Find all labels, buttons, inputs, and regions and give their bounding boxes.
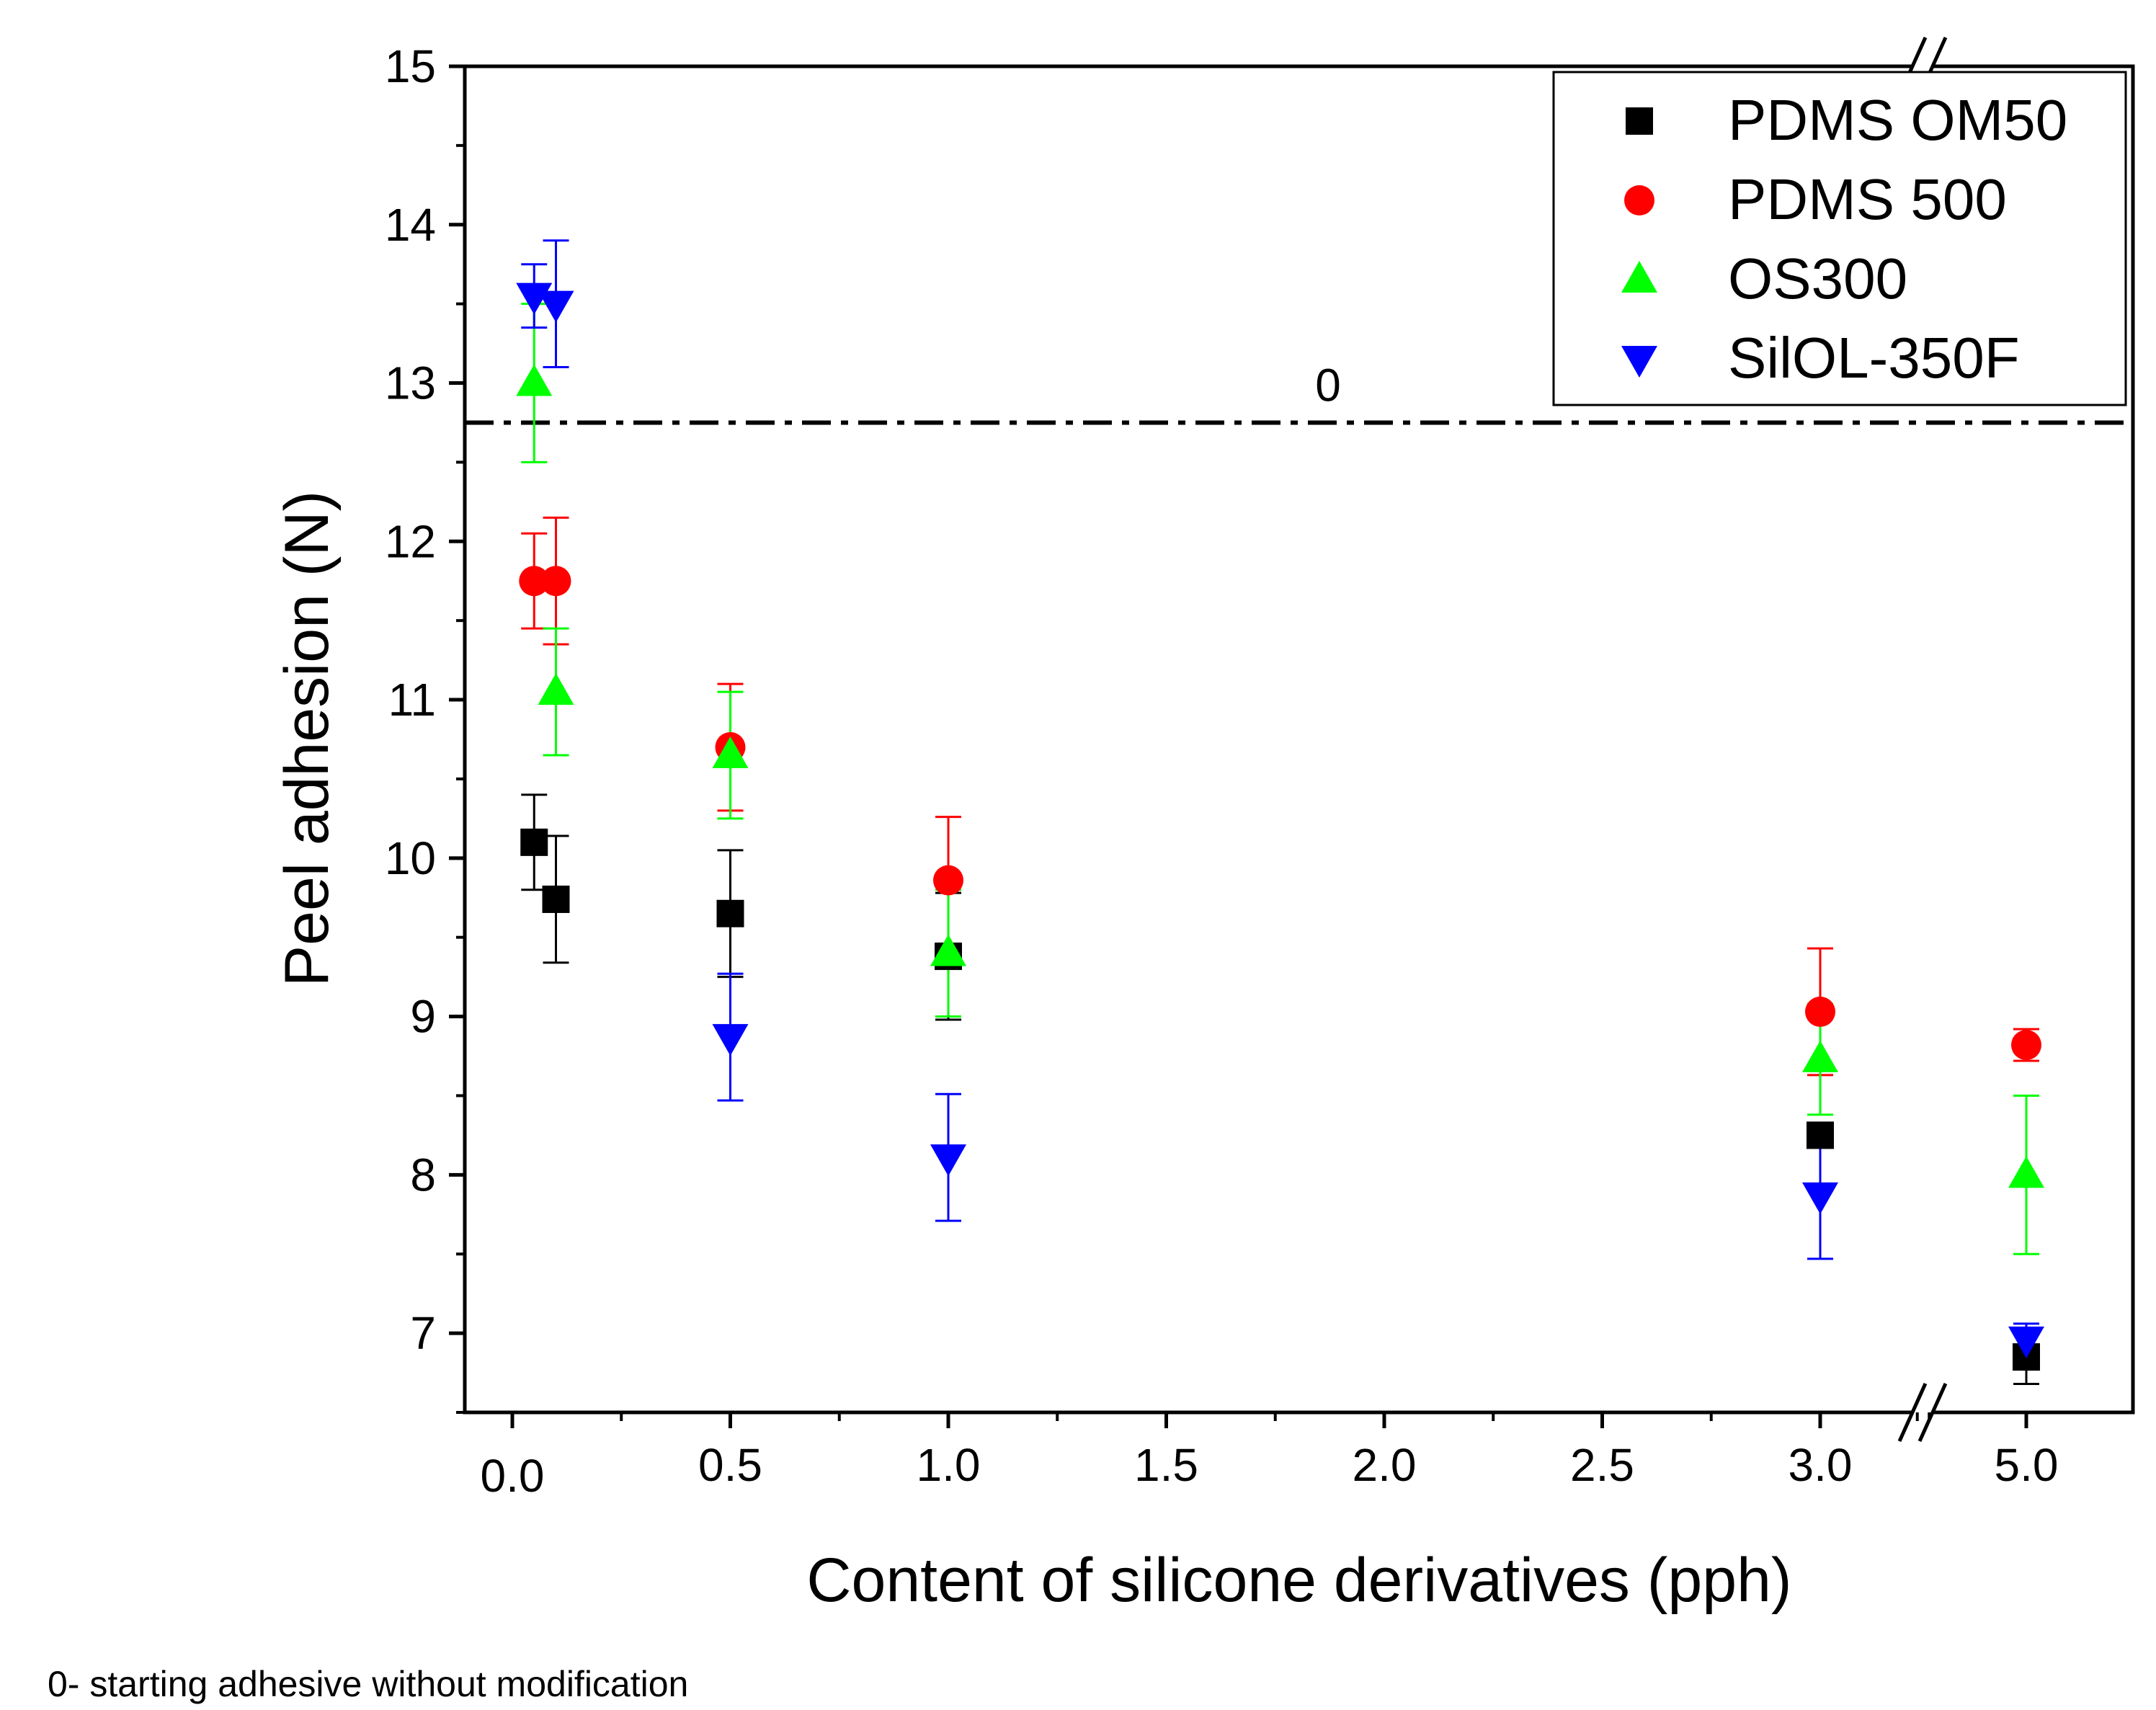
data-point: [1802, 1040, 1838, 1072]
legend-label: SilOL-350F: [1728, 326, 2020, 390]
data-point: [520, 828, 548, 856]
data-point: [2008, 1156, 2044, 1188]
x-tick-label: 0.5: [698, 1439, 762, 1491]
data-point: [540, 566, 571, 597]
legend-marker: [1621, 346, 1657, 378]
markers-pdms-500: [519, 566, 2041, 1061]
y-tick-label: 8: [410, 1149, 436, 1201]
data-point: [712, 736, 749, 768]
data-point: [1807, 1121, 1834, 1149]
legend-marker: [1624, 185, 1654, 215]
data-point: [712, 1024, 749, 1056]
y-tick-label: 14: [385, 199, 436, 251]
reference-line-label: 0: [1315, 359, 1341, 411]
x-axis-break-mark-bottom: [1897, 1382, 1928, 1443]
markers-pdms-om50: [520, 828, 2040, 1371]
x-tick-label: 1.5: [1134, 1439, 1198, 1491]
markers-os300: [516, 364, 2044, 1188]
data-point: [538, 673, 574, 705]
x-tick-label: 0.0: [481, 1450, 545, 1502]
x-axis-break-mark-bottom: [1917, 1382, 1948, 1443]
x-tick-label: 5.0: [1995, 1439, 2059, 1491]
y-tick-label: 9: [410, 991, 436, 1043]
data-point: [516, 364, 553, 396]
series-pdms-om50: [521, 793, 2039, 1385]
series-os300: [521, 303, 2039, 1255]
data-point: [1802, 1182, 1838, 1214]
legend-label: PDMS 500: [1728, 167, 2007, 231]
y-tick-label: 15: [385, 40, 436, 92]
series-pdms-500: [521, 516, 2039, 1077]
y-tick-label: 13: [385, 357, 436, 409]
y-tick-label: 11: [388, 674, 436, 726]
y-tick-label: 10: [385, 832, 436, 884]
data-point: [930, 934, 966, 966]
data-point: [542, 885, 570, 913]
data-point: [519, 566, 550, 597]
data-point: [2008, 1326, 2044, 1358]
legend-marker: [1621, 261, 1657, 293]
legend-marker: [1626, 107, 1653, 135]
y-tick-label: 7: [410, 1307, 436, 1359]
legend: PDMS OM50 PDMS 500 OS300 SilOL-350F: [1552, 71, 2127, 406]
data-point: [716, 899, 744, 927]
x-tick-label: 1.0: [917, 1439, 981, 1491]
markers-silol-350f: [516, 282, 2044, 1358]
data-point: [1805, 996, 1835, 1027]
legend-label: PDMS OM50: [1728, 88, 2067, 152]
data-point: [930, 1144, 966, 1177]
x-tick-label: 2.5: [1570, 1439, 1634, 1491]
footnote: 0- starting adhesive without modificatio…: [48, 1664, 689, 1704]
legend-label: OS300: [1728, 246, 1907, 311]
y-tick-label: 12: [385, 515, 436, 567]
data-point: [2011, 1030, 2041, 1061]
x-tick-label: 2.0: [1353, 1439, 1417, 1491]
x-axis-label: Content of silicone derivatives (pph): [806, 1546, 1791, 1615]
plot-frame: [463, 64, 2135, 1415]
data-point: [933, 865, 963, 896]
y-axis-label: Peel adhesion (N): [272, 491, 342, 987]
x-tick-label: 3.0: [1788, 1439, 1853, 1491]
x-axis-break-gap-top: [1912, 62, 1933, 71]
data-point: [538, 290, 574, 323]
